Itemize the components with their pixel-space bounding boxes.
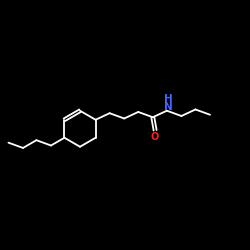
Text: O: O bbox=[151, 132, 159, 142]
Text: H
N: H N bbox=[164, 94, 172, 112]
